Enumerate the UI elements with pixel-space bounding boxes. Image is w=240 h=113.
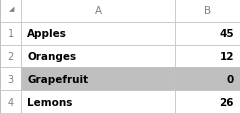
Bar [175, 0, 240, 23]
Text: A: A [95, 6, 102, 16]
Text: Grapefruit: Grapefruit [27, 74, 88, 84]
Bar [175, 23, 240, 45]
Bar [21, 68, 175, 90]
Bar [0, 45, 21, 68]
Text: Lemons: Lemons [27, 97, 72, 107]
Text: 3: 3 [7, 74, 14, 84]
Bar [0, 90, 21, 113]
Bar [21, 0, 175, 23]
Bar [21, 45, 175, 68]
Text: 12: 12 [220, 52, 234, 61]
Text: B: B [204, 6, 211, 16]
Text: ◢: ◢ [9, 6, 14, 12]
Bar [0, 23, 21, 45]
Text: Apples: Apples [27, 29, 67, 39]
Text: Oranges: Oranges [27, 52, 76, 61]
Text: 26: 26 [220, 97, 234, 107]
Text: 0: 0 [227, 74, 234, 84]
Text: 45: 45 [219, 29, 234, 39]
Text: 4: 4 [7, 97, 14, 107]
Bar [21, 23, 175, 45]
Bar [175, 45, 240, 68]
Bar [175, 68, 240, 90]
Bar [21, 90, 175, 113]
Bar [0, 0, 21, 23]
Bar [0, 68, 21, 90]
Text: 2: 2 [7, 52, 14, 61]
Bar [175, 90, 240, 113]
Text: 1: 1 [7, 29, 14, 39]
